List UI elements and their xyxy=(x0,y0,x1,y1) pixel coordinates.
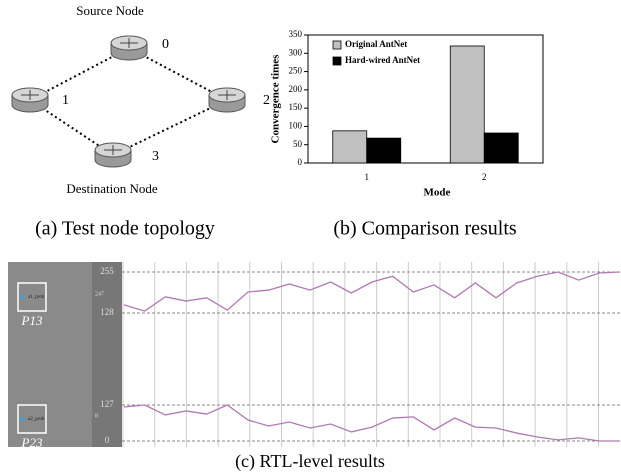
y-tick-label: 50 xyxy=(293,139,303,149)
signal-panel xyxy=(8,262,92,447)
source-label: Source Node xyxy=(76,3,144,18)
node-label: 2 xyxy=(263,93,270,108)
x-tick-label: 2 xyxy=(482,172,487,182)
series-name: P23 xyxy=(21,435,43,450)
signal-name: a2_prob xyxy=(28,417,45,422)
caption: (c) RTL-level results xyxy=(235,451,385,472)
bar xyxy=(449,45,485,164)
legend-swatch xyxy=(332,56,342,66)
node-label: 0 xyxy=(162,37,169,52)
value-panel xyxy=(92,262,122,447)
plot-frame xyxy=(307,34,544,164)
series-name: P13 xyxy=(21,313,43,328)
caption: (b) Comparison results xyxy=(333,218,517,240)
signal-icon xyxy=(20,417,24,421)
legend-label: Original AntNet xyxy=(345,39,407,49)
router-arrows xyxy=(120,38,138,48)
bar xyxy=(366,137,402,164)
y-tick-label: 255 xyxy=(100,266,114,276)
destination-label: Destination Node xyxy=(66,181,158,196)
x-axis-label: Mode xyxy=(424,187,451,199)
readout: 8 xyxy=(95,413,98,419)
router-arrows xyxy=(21,90,39,100)
waveform xyxy=(123,404,620,442)
waveform xyxy=(123,271,621,312)
y-tick-label: 200 xyxy=(289,84,303,94)
links xyxy=(29,47,228,156)
readout: 247 xyxy=(95,291,104,297)
node-label: 1 xyxy=(62,93,69,108)
caption: (a) Test node topology xyxy=(35,218,215,240)
y-tick-label: 100 xyxy=(289,120,303,130)
bar xyxy=(483,132,519,164)
node-label: 3 xyxy=(152,149,159,164)
wave-panel xyxy=(122,262,621,447)
y-tick-label: 0 xyxy=(298,157,303,167)
y-tick-label: 128 xyxy=(100,307,114,317)
legend-label: Hard-wired AntNet xyxy=(345,55,420,65)
router-arrows xyxy=(104,145,122,155)
y-tick-label: 300 xyxy=(289,47,303,57)
y-tick-label: 350 xyxy=(289,29,303,39)
y-tick-label: 0 xyxy=(105,435,110,445)
bar xyxy=(332,130,368,164)
router-arrows xyxy=(218,90,236,100)
signal-name: a1_prob xyxy=(28,295,45,300)
signal-box xyxy=(17,282,47,312)
y-tick-label: 250 xyxy=(289,66,303,76)
y-tick-label: 150 xyxy=(289,102,303,112)
legend-swatch xyxy=(332,40,342,50)
y-tick-label: 127 xyxy=(100,399,114,409)
x-tick-label: 1 xyxy=(365,172,370,182)
signal-box xyxy=(17,404,47,434)
y-axis-label: Convergence times xyxy=(270,54,282,144)
signal-icon xyxy=(20,295,24,299)
